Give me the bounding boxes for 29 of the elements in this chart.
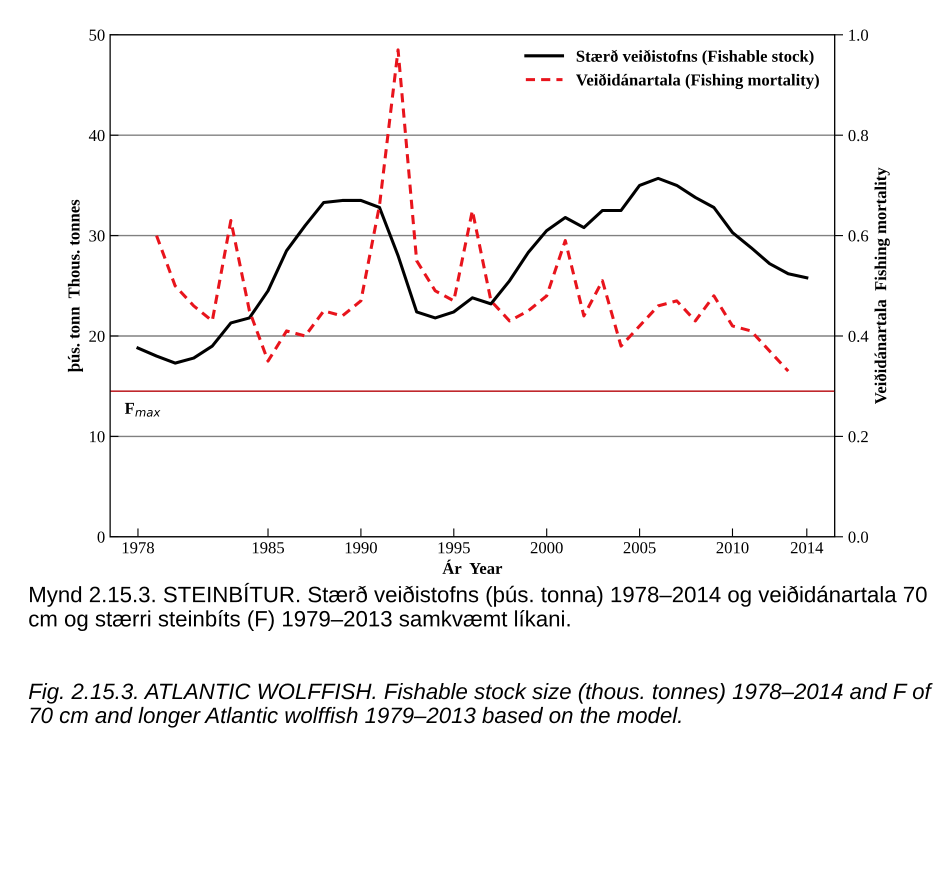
ref-line-label: F$_{max}$ [124, 402, 160, 417]
x-tick-label: 2000 [530, 542, 563, 554]
y2-tick-label: 0.8 [848, 130, 868, 142]
y-tick-label: 40 [88, 130, 105, 142]
y2-tick-label: 0.2 [848, 431, 868, 442]
x-tick-label: 1990 [346, 542, 377, 554]
caption: Fig. 2.15.3. ATLANTIC WOLFFISH. Fishable stock size (thous. tonnes) 1978–2014 and F of 70 cm and longer Atlantic wolffish 1979–2013 based on the model. [28, 682, 933, 728]
line-series [136, 176, 808, 365]
x-tick-label: 2005 [624, 542, 656, 554]
y-tick-label: 0 [98, 531, 105, 543]
y2-tick-label: 0.4 [848, 330, 868, 342]
x-tick-label: 1978 [122, 542, 154, 554]
y-tick-label: 20 [89, 330, 105, 342]
y2-tick-label: 0.6 [848, 230, 868, 242]
y2-axis-title: Veiðidánartala Fishing mortality [874, 168, 890, 404]
legend-label: Veiðidánartala (Fishing mortality) [576, 74, 819, 90]
y-axis-title: þús. tonn Thous. tonnes [68, 200, 84, 372]
x-tick-label: 2010 [716, 542, 749, 554]
x-axis-title: Ár Year [442, 560, 502, 574]
x-tick-label: 1985 [252, 542, 284, 554]
legend-label: Stærð veiðistofns (Fishable stock) [576, 50, 814, 66]
y-tick-label: 10 [90, 431, 105, 442]
x-tick-label: 2014 [790, 542, 824, 554]
text: Mynd 2.15.3. STEINBÍTUR. Stærð veiðistofns (þús. tonna) 1978–2014 og veiðidánartala 70 cm og stærri steinbíts (F) 1979–2013 samkvæmt líkani. [29, 582, 927, 632]
y2-tick-label: 1.0 [849, 30, 868, 41]
y-tick-label: 50 [90, 30, 105, 41]
x-tick-label: 1995 [438, 542, 470, 554]
y-tick-label: 30 [89, 230, 105, 242]
y2-tick-label: 0.0 [848, 531, 868, 543]
